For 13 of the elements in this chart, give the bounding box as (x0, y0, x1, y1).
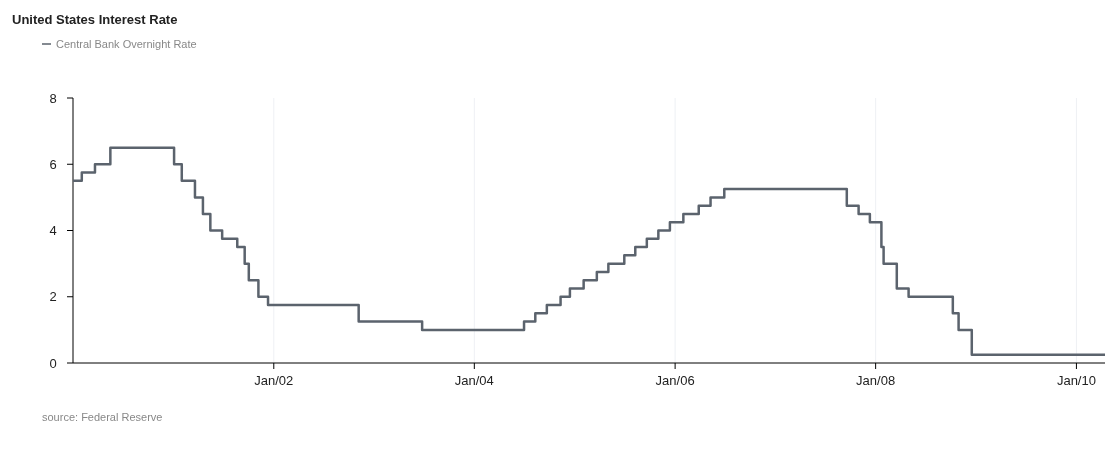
x-tick-label: Jan/10 (1056, 373, 1096, 388)
y-tick-label: 8 (49, 90, 57, 106)
y-tick-label: 6 (49, 156, 57, 172)
y-tick-label: 2 (49, 289, 57, 305)
x-tick-label: Jan/02 (254, 373, 294, 388)
x-tick-label: Jan/06 (655, 373, 695, 388)
source-note: source: Federal Reserve (42, 411, 163, 423)
y-tick-label: 0 (49, 355, 57, 371)
chart-title: United States Interest Rate (12, 12, 178, 27)
legend-label: Central Bank Overnight Rate (56, 38, 197, 50)
y-tick-label: 4 (49, 223, 57, 239)
x-tick-label: Jan/04 (454, 373, 494, 388)
x-tick-label: Jan/08 (856, 373, 896, 388)
